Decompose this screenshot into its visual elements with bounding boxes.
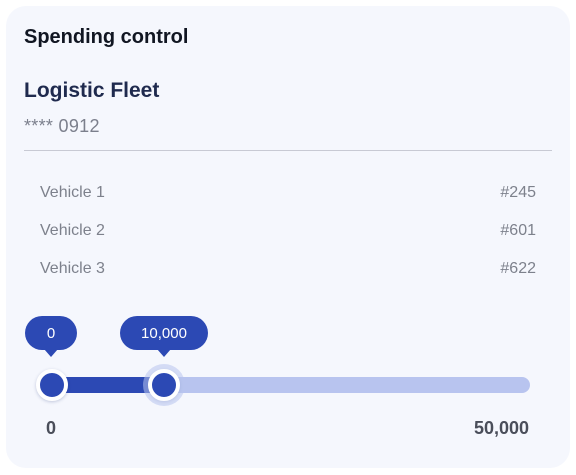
range-max-label: 50,000 <box>473 418 529 438</box>
vehicle-label: Vehicle 3 <box>40 260 105 277</box>
card-title: Spending control <box>24 26 189 48</box>
min-slider-handle[interactable] <box>36 369 68 401</box>
account-name: Logistic Fleet <box>24 79 160 102</box>
slider-track[interactable] <box>52 377 530 393</box>
divider <box>24 150 552 151</box>
vehicle-id: #622 <box>500 260 536 277</box>
account-number: **** 0912 <box>24 116 100 136</box>
spending-control-card: Spending control Logistic Fleet **** 091… <box>6 6 570 468</box>
list-item: Vehicle 3 #622 <box>40 250 536 288</box>
max-slider-handle[interactable] <box>148 369 180 401</box>
min-value-tooltip: 0 <box>25 316 77 357</box>
vehicle-label: Vehicle 2 <box>40 222 105 239</box>
list-item: Vehicle 1 #245 <box>40 174 536 212</box>
vehicle-list: Vehicle 1 #245 Vehicle 2 #601 Vehicle 3 … <box>40 174 536 288</box>
vehicle-id: #245 <box>500 184 536 201</box>
vehicle-id: #601 <box>500 222 536 239</box>
vehicle-label: Vehicle 1 <box>40 184 105 201</box>
range-min-label: 0 <box>46 418 57 438</box>
spending-range-slider: 0 10,000 0 50,000 <box>6 306 570 446</box>
max-value-tooltip: 10,000 <box>120 316 208 357</box>
slider-selected-range <box>52 377 169 393</box>
list-item: Vehicle 2 #601 <box>40 212 536 250</box>
